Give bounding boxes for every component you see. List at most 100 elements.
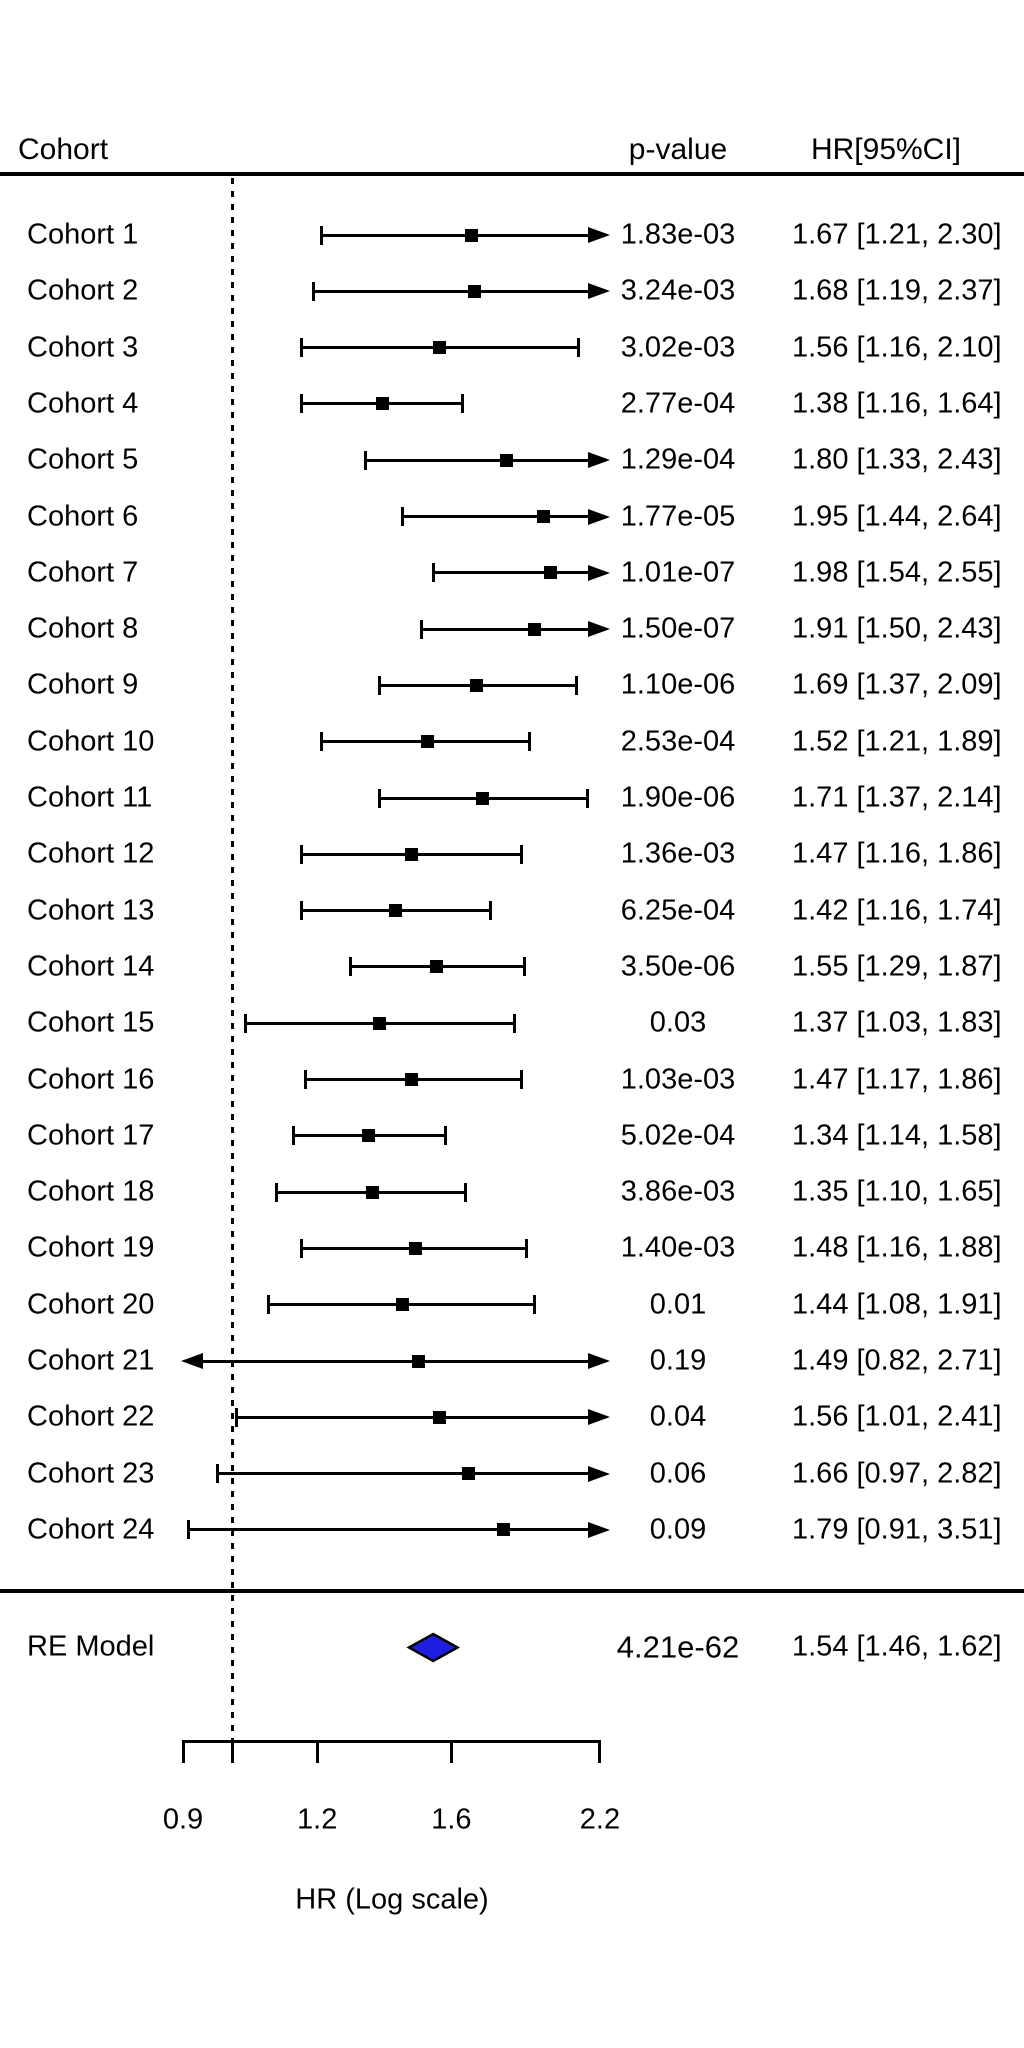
ci-cap-left [291,1126,295,1146]
hr-point-marker [433,1410,447,1424]
hr-point-marker [497,1523,511,1537]
ci-truncation-arrow-right [587,1465,610,1482]
ci-cap-left [275,1182,279,1202]
hr-point-marker [462,1467,476,1481]
hr-point-marker [372,1016,386,1030]
ci-line [365,458,594,462]
p-value: 2.77e-04 [620,387,736,420]
p-value: 0.09 [649,1513,707,1546]
p-value: 6.25e-04 [620,894,736,927]
hr-point-marker [389,904,403,918]
cohort-label: Cohort 17 [27,1119,155,1152]
summary-separator-rule [0,1589,1024,1593]
hr-ci-value: 1.37 [1.03, 1.83] [792,1006,1002,1039]
hr-point-marker [411,1354,425,1368]
ci-cap-right [527,732,531,752]
ci-cap-left [363,450,367,470]
ci-line [217,1472,594,1476]
ci-line [236,1415,594,1419]
cohort-label: Cohort 15 [27,1006,155,1039]
cohort-label: Cohort 4 [27,387,139,420]
ci-cap-left [299,901,303,921]
ci-cap-left [419,619,423,639]
hr-point-marker [527,622,541,636]
p-value: 3.50e-06 [620,950,736,983]
summary-hr-ci-value: 1.54 [1.46, 1.62] [792,1630,1002,1663]
hr-ci-value: 1.47 [1.17, 1.86] [792,1063,1002,1095]
hr-ci-value: 1.67 [1.21, 2.30] [792,218,1002,251]
ci-cap-left [299,394,303,414]
hr-ci-value: 1.69 [1.37, 2.09] [792,668,1002,701]
hr-ci-value: 1.42 [1.16, 1.74] [792,894,1002,927]
column-header-hrci: HR[95%CI] [810,133,962,166]
ci-truncation-arrow-right [587,227,610,243]
ci-cap-right [512,1013,516,1033]
hr-ci-value: 1.34 [1.14, 1.58] [792,1119,1002,1152]
hr-ci-value: 1.98 [1.54, 2.55] [792,556,1002,589]
cohort-label: Cohort 9 [27,668,139,701]
ci-cap-left [303,1070,307,1089]
hr-point-marker [430,960,444,974]
hr-point-marker [395,1298,409,1312]
hr-ci-value: 1.95 [1.44, 2.64] [792,500,1002,532]
cohort-label: Cohort 22 [27,1400,155,1433]
ci-truncation-arrow-right [587,1353,610,1369]
ci-cap-left [244,1013,248,1033]
hr-point-marker [464,228,478,242]
cohort-label: Cohort 13 [27,894,155,927]
hr-ci-value: 1.66 [0.97, 2.82] [792,1457,1002,1490]
summary-diamond-shape [406,1632,460,1662]
ci-cap-right [444,1126,448,1146]
ci-cap-left [377,675,381,695]
x-axis-tick [181,1740,185,1763]
ci-cap-right [461,394,465,414]
p-value: 1.03e-03 [620,1063,736,1095]
x-axis-line [181,1740,602,1743]
p-value: 1.29e-04 [620,443,736,476]
cohort-label: Cohort 5 [27,443,139,476]
hr-ci-value: 1.48 [1.16, 1.88] [792,1231,1002,1264]
p-value: 1.36e-03 [620,837,736,870]
ci-truncation-arrow-right [587,508,610,525]
ci-cap-left [319,732,323,752]
x-axis-tick [315,1740,319,1763]
hr-ci-value: 1.56 [1.16, 2.10] [792,331,1002,364]
hr-point-marker [467,284,481,298]
ci-truncation-arrow-right [587,564,610,581]
ci-cap-left [216,1464,220,1484]
x-axis-tick [449,1740,453,1763]
hr-ci-value: 1.80 [1.33, 2.43] [792,443,1002,476]
hr-ci-value: 1.38 [1.16, 1.64] [792,387,1002,420]
column-header-cohort: Cohort [18,133,109,166]
p-value: 2.53e-04 [620,725,736,758]
hr-point-marker [365,1185,379,1199]
hr-point-marker [499,453,513,467]
p-value: 1.10e-06 [620,668,736,701]
ci-line [402,515,594,518]
hr-point-marker [544,566,558,580]
hr-point-marker [375,397,389,411]
hr-ci-value: 1.68 [1.19, 2.37] [792,274,1002,307]
ci-line [433,571,594,575]
p-value: 0.03 [649,1006,707,1039]
column-header-pvalue: p-value [628,133,728,166]
ci-line [421,627,594,631]
hr-point-marker [420,735,434,749]
hr-ci-value: 1.52 [1.21, 1.89] [792,725,1002,758]
hr-ci-value: 1.47 [1.16, 1.86] [792,837,1002,870]
x-axis-tick [598,1740,602,1763]
hr-point-marker [408,1241,422,1255]
summary-p-value: 4.21e-62 [616,1629,740,1665]
ci-cap-right [525,1238,529,1258]
hr-ci-value: 1.71 [1.37, 2.14] [792,781,1002,814]
cohort-label: Cohort 2 [27,274,139,307]
x-axis-tick [230,1740,234,1763]
cohort-label: Cohort 14 [27,950,155,983]
hr-point-marker [537,510,551,523]
cohort-label: Cohort 20 [27,1288,155,1321]
p-value: 1.77e-05 [620,500,736,532]
ci-cap-left [299,1238,303,1258]
ci-truncation-arrow-right [587,283,610,300]
ci-line [188,1528,594,1532]
p-value: 1.40e-03 [620,1231,736,1264]
